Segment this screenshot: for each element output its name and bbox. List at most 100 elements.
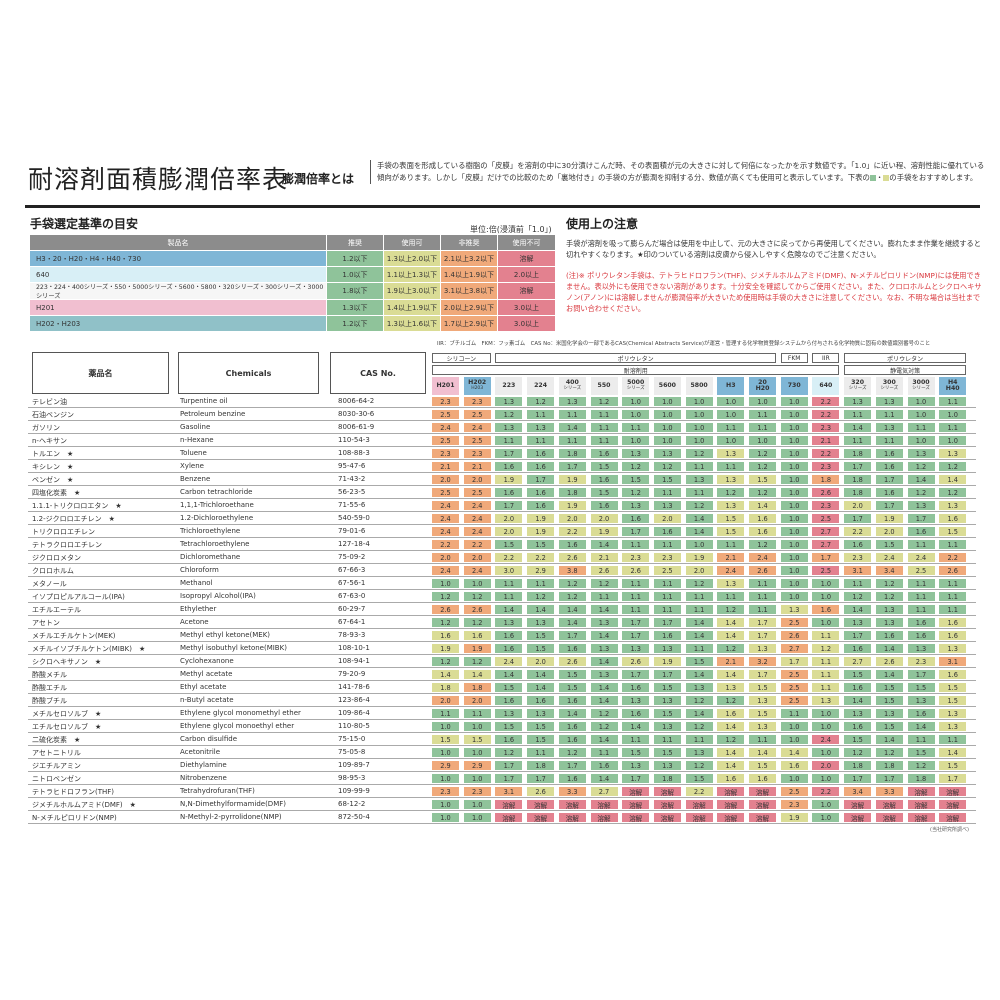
- intro-text-before: 手袋の表面を形成している樹脂の「皮膜」を溶剤の中に30分漬けこんだ時、その表面積…: [377, 161, 985, 182]
- swelling-value: 1.5: [685, 774, 713, 783]
- selection-unit: 単位:倍(浸漬前「1.0」): [470, 225, 552, 234]
- table-row: 酢酸メチル Methyl acetate 79-20-9 1.4 1.4 1.4 1.4 1.…: [28, 668, 976, 681]
- swelling-value: 1.2: [622, 488, 650, 497]
- swelling-value: 1.0: [685, 397, 713, 406]
- cas-number: 141-78-6: [338, 683, 370, 691]
- swelling-value: 1.8: [527, 761, 555, 770]
- swelling-value: 1.1: [495, 436, 523, 445]
- chemical-name-en: n-Butyl acetate: [180, 696, 234, 704]
- swelling-value: 1.5: [527, 735, 555, 744]
- swelling-value: 1.7: [495, 449, 523, 458]
- table-row: エチルエーテル Ethylether 60-29-7 2.6 2.6 1.4 1.4 1.4 1…: [28, 603, 976, 616]
- product-name: H3・20・H20・H4・H40・730: [30, 251, 327, 266]
- swelling-value: 1.1: [653, 488, 681, 497]
- swelling-value: 2.4: [717, 566, 745, 575]
- table-row: トルエン ★ Toluene 108-88-3 2.3 2.3 1.7 1.6 1.8 1.6 1…: [28, 447, 976, 460]
- swelling-value: 1.3: [622, 761, 650, 770]
- swelling-value: 1.0: [780, 774, 808, 783]
- cas-number: 79-01-6: [338, 527, 366, 535]
- swelling-value: 1.7: [495, 774, 523, 783]
- chemical-name-en: N-Methyl-2-pyrrolidone(NMP): [180, 813, 282, 821]
- swelling-value: 1.6: [653, 631, 681, 640]
- swelling-value: 1.3: [749, 644, 776, 653]
- swelling-value: 1.1: [622, 605, 650, 614]
- swelling-value: 1.9: [558, 501, 586, 510]
- cas-number: 78-93-3: [338, 631, 366, 639]
- swelling-value: 1.5: [875, 540, 903, 549]
- swelling-value: 2.4: [432, 566, 459, 575]
- swelling-value: 1.4: [495, 670, 523, 679]
- swelling-value: 1.3: [495, 709, 523, 718]
- swelling-value: 1.7: [622, 618, 650, 627]
- swelling-value: 1.3: [749, 722, 776, 731]
- swelling-value: 2.5: [907, 566, 935, 575]
- product-label: H3: [726, 382, 735, 390]
- swelling-value: 1.1: [907, 540, 935, 549]
- chemical-name-en: Gasoline: [180, 423, 211, 431]
- product-name: H201: [30, 300, 327, 315]
- swelling-value: 1.2: [939, 462, 967, 471]
- swelling-value: 2.6: [622, 657, 650, 666]
- chemical-name-en: Tetrachloroethylene: [180, 540, 250, 548]
- swelling-value: 1.2: [685, 761, 713, 770]
- chemical-name-en: N,N-Dimethylformamide(DMF): [180, 800, 286, 808]
- swelling-value: 1.8: [812, 475, 840, 484]
- swelling-value: 1.5: [527, 722, 555, 731]
- cas-number: 110-80-5: [338, 722, 370, 730]
- intro-text: 手袋の表面を形成している樹脂の「皮膜」を溶剤の中に30分漬けこんだ時、その表面積…: [370, 160, 985, 184]
- swelling-value: 1.2: [907, 462, 935, 471]
- swelling-value: 1.4: [907, 475, 935, 484]
- criteria-cell: 1.8以下: [327, 283, 384, 299]
- swelling-value: 1.1: [622, 735, 650, 744]
- table-row: 酢酸ブチル n-Butyl acetate 123-86-4 2.0 2.0 1.6 1.6…: [28, 694, 976, 707]
- product-label-line1: H201: [436, 381, 455, 389]
- swelling-value: 2.5: [780, 683, 808, 692]
- swelling-value: 2.3: [812, 501, 840, 510]
- swelling-value: 1.6: [844, 722, 872, 731]
- swelling-value: 1.4: [717, 618, 745, 627]
- product-label: 3000 シリーズ: [912, 379, 930, 393]
- swelling-value: 1.1: [749, 423, 776, 432]
- swelling-value: 1.0: [780, 436, 808, 445]
- swelling-value: 溶解: [939, 800, 967, 810]
- swelling-value: 2.3: [463, 787, 491, 796]
- swelling-value: 1.3: [939, 722, 967, 731]
- swelling-value: 2.4: [432, 527, 459, 536]
- table-row: 石油ベンジン Petroleum benzine 8030-30-6 2.5 2.5 1.…: [28, 408, 976, 421]
- footnote: (当社研究所調べ): [930, 827, 969, 833]
- swelling-value: 2.2: [432, 540, 459, 549]
- swelling-value: 2.4: [432, 501, 459, 510]
- chemical-name-en: Chloroform: [180, 566, 219, 574]
- cas-number: 67-64-1: [338, 618, 366, 626]
- swelling-value: 溶解: [590, 800, 618, 810]
- swelling-value: 溶解: [749, 813, 776, 823]
- product-label-line1: 640: [819, 381, 833, 389]
- swelling-value: 1.8: [844, 488, 872, 497]
- swelling-value: 1.1: [590, 410, 618, 419]
- swelling-value: 1.8: [907, 774, 935, 783]
- cas-number: 79-20-9: [338, 670, 366, 678]
- swelling-value: 溶解: [749, 787, 776, 797]
- chemical-name-ja: 酢酸エチル: [32, 684, 67, 692]
- swelling-value: 1.6: [749, 514, 776, 523]
- table-row: メチルエチルケトン(MEK) Methyl ethyl ketone(MEK) 78…: [28, 629, 976, 642]
- chemical-name-ja: メチルエチルケトン(MEK): [32, 632, 116, 640]
- product-label: H202 H203: [468, 379, 486, 393]
- swelling-value: 2.6: [939, 566, 967, 575]
- swelling-value: 1.3: [622, 696, 650, 705]
- swelling-value: 2.0: [463, 475, 491, 484]
- swelling-value: 1.0: [463, 748, 491, 757]
- swelling-value: 1.7: [495, 761, 523, 770]
- swelling-value: 2.5: [432, 436, 459, 445]
- table-row: 二硫化炭素 ★ Carbon disulfide 75-15-0 1.5 1.5 1.6 1…: [28, 733, 976, 746]
- chemical-name-ja: ジクロロメタン: [32, 554, 81, 562]
- swelling-value: 溶解: [685, 800, 713, 810]
- swelling-value: 1.6: [590, 449, 618, 458]
- product-header-224: 224: [527, 377, 555, 395]
- swelling-value: 1.2: [685, 696, 713, 705]
- swelling-value: 1.4: [717, 722, 745, 731]
- cas-number: 123-86-4: [338, 696, 370, 704]
- swelling-value: 1.7: [653, 670, 681, 679]
- swelling-value: 1.0: [812, 748, 840, 757]
- swelling-value: 1.5: [558, 670, 586, 679]
